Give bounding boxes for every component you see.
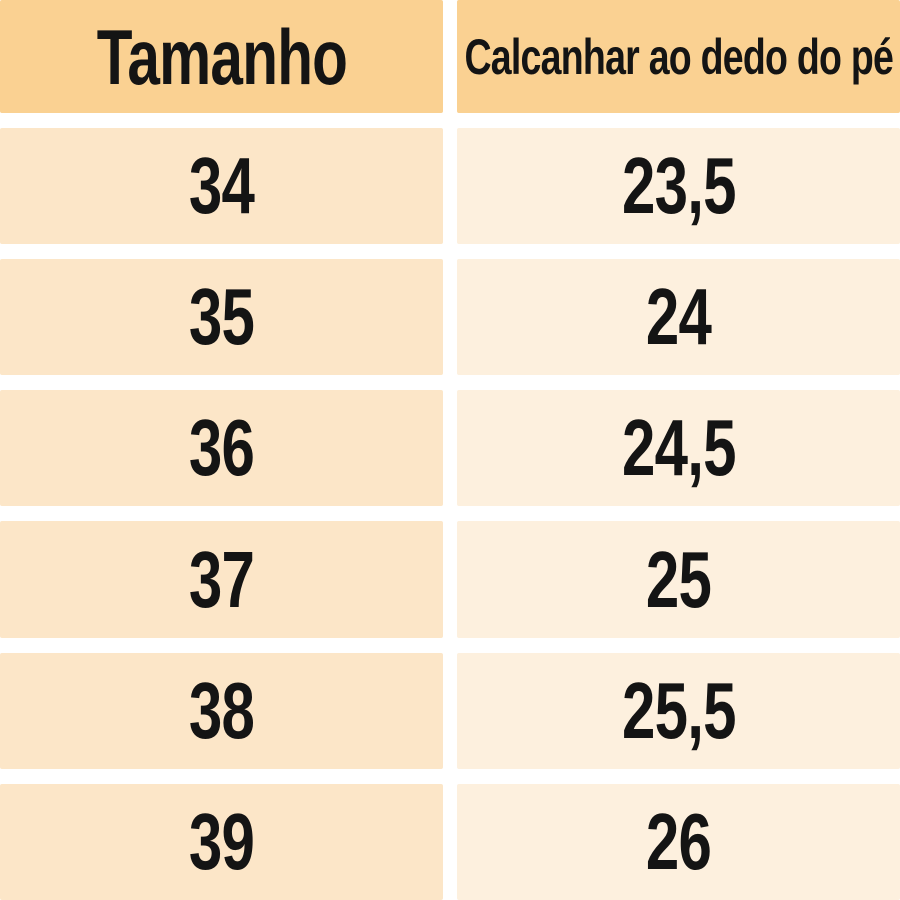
row-1-length-cell: 23,5 (457, 128, 900, 245)
row-1-size-cell: 34 (0, 128, 443, 245)
row-2-size-cell: 35 (0, 259, 443, 376)
row-1-size-value: 34 (188, 141, 255, 231)
row-3-size-value: 36 (188, 403, 255, 493)
row-6-length-value: 26 (645, 796, 712, 886)
row-3-length-value: 24,5 (621, 403, 737, 493)
row-4-size-cell: 37 (0, 521, 443, 638)
row-5-length-cell: 25,5 (457, 652, 900, 769)
row-5-length-value: 25,5 (621, 665, 737, 755)
row-6-size-cell: 39 (0, 783, 443, 900)
row-6-length-cell: 26 (457, 783, 900, 900)
row-2-size-value: 35 (188, 272, 255, 362)
row-3-length-cell: 24,5 (457, 390, 900, 507)
row-3-size-cell: 36 (0, 390, 443, 507)
row-2-length-cell: 24 (457, 259, 900, 376)
column-header-size-label: Tamanho (96, 12, 347, 101)
row-5-size-value: 38 (188, 665, 255, 755)
row-4-length-cell: 25 (457, 521, 900, 638)
column-header-heel-to-toe-label: Calcanhar ao dedo do pé (464, 28, 893, 85)
row-5-size-cell: 38 (0, 652, 443, 769)
row-6-size-value: 39 (188, 796, 255, 886)
row-1-length-value: 23,5 (621, 141, 737, 231)
row-4-size-value: 37 (188, 534, 255, 624)
column-header-size: Tamanho (0, 0, 443, 113)
row-2-length-value: 24 (645, 272, 712, 362)
column-header-heel-to-toe: Calcanhar ao dedo do pé (457, 0, 900, 113)
row-4-length-value: 25 (645, 534, 712, 624)
